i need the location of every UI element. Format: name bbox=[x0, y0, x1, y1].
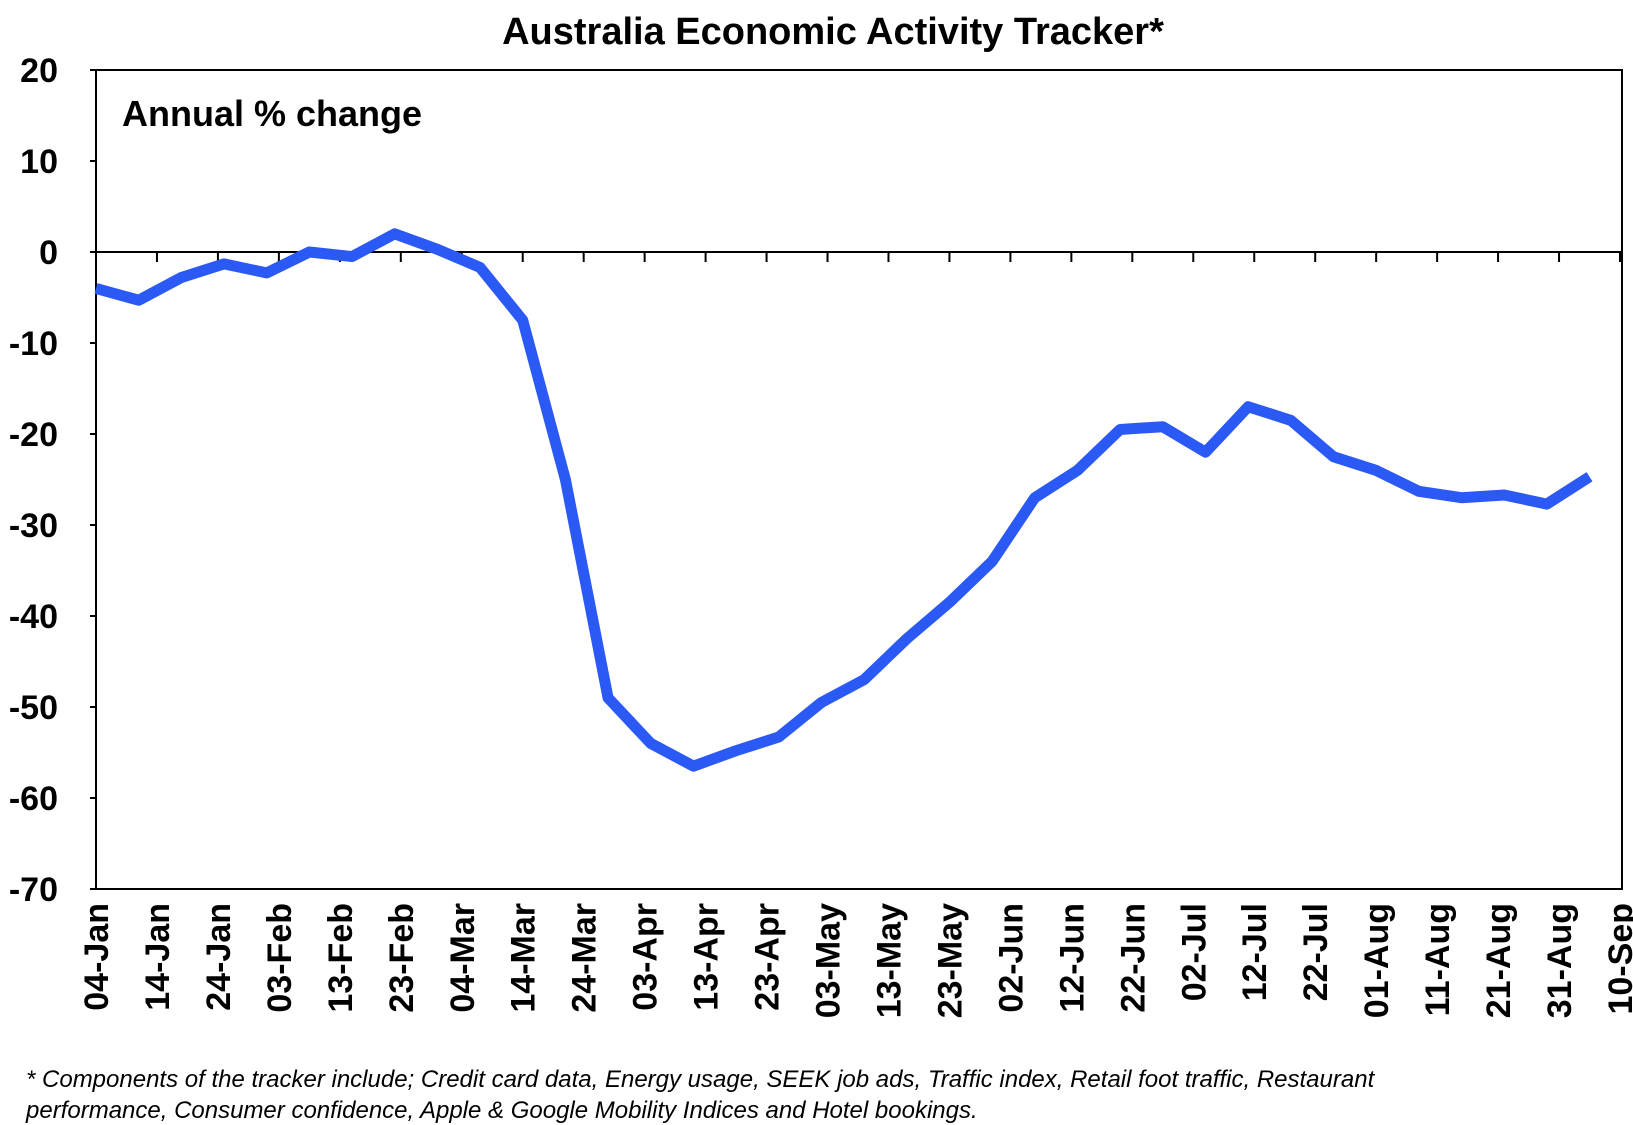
x-tick-label: 24-Jan bbox=[200, 903, 238, 1011]
x-tick-label: 04-Jan bbox=[78, 903, 116, 1011]
x-tick-label: 02-Jul bbox=[1175, 903, 1213, 1001]
x-tick-label: 12-Jun bbox=[1053, 903, 1091, 1013]
x-tick-label: 13-Apr bbox=[688, 903, 726, 1011]
x-tick-label: 13-Feb bbox=[322, 903, 360, 1013]
x-tick-label: 22-Jul bbox=[1297, 903, 1335, 1001]
footnote: * Components of the tracker include; Cre… bbox=[26, 1066, 1376, 1093]
y-tick-label: -10 bbox=[9, 325, 58, 363]
plot-frame bbox=[95, 69, 1623, 890]
x-tick-label: 03-Apr bbox=[627, 903, 665, 1011]
y-tick-label: 20 bbox=[20, 52, 58, 90]
x-tick-label: 02-Jun bbox=[992, 903, 1030, 1013]
x-tick-label: 23-Apr bbox=[749, 903, 787, 1011]
x-tick-label: 04-Mar bbox=[444, 903, 482, 1013]
x-tick-label: 24-Mar bbox=[566, 903, 604, 1013]
chart-title: Australia Economic Activity Tracker* bbox=[502, 11, 1164, 53]
x-tick-label: 01-Aug bbox=[1358, 903, 1396, 1018]
footnote: performance, Consumer confidence, Apple … bbox=[25, 1097, 978, 1124]
x-tick-label: 12-Jul bbox=[1236, 903, 1274, 1001]
x-tick-label: 21-Aug bbox=[1480, 903, 1518, 1018]
x-tick-label: 03-May bbox=[810, 903, 848, 1018]
x-tick-label: 10-Sep bbox=[1602, 903, 1633, 1015]
x-tick-label: 22-Jun bbox=[1114, 903, 1152, 1013]
y-tick-label: -40 bbox=[9, 598, 58, 636]
x-tick-label: 03-Feb bbox=[261, 903, 299, 1013]
y-tick-label: -60 bbox=[9, 780, 58, 818]
data-line bbox=[94, 228, 1593, 772]
x-tick-label: 31-Aug bbox=[1541, 903, 1579, 1018]
x-tick-label: 23-Feb bbox=[383, 903, 421, 1013]
x-tick-label: 11-Aug bbox=[1419, 903, 1457, 1016]
y-tick-label: 0 bbox=[39, 234, 58, 272]
y-tick-label: 10 bbox=[20, 143, 58, 181]
x-tick-label: 14-Jan bbox=[139, 903, 177, 1011]
y-tick-label: -50 bbox=[9, 689, 58, 727]
x-tick-label: 14-Mar bbox=[505, 903, 543, 1013]
annotation: Annual % change bbox=[122, 93, 422, 134]
x-tick-label: 23-May bbox=[931, 903, 969, 1018]
y-tick-label: -20 bbox=[9, 416, 58, 454]
x-tick-label: 13-May bbox=[870, 903, 908, 1018]
y-tick-label: -30 bbox=[9, 507, 58, 545]
y-tick-label: -70 bbox=[9, 871, 58, 909]
